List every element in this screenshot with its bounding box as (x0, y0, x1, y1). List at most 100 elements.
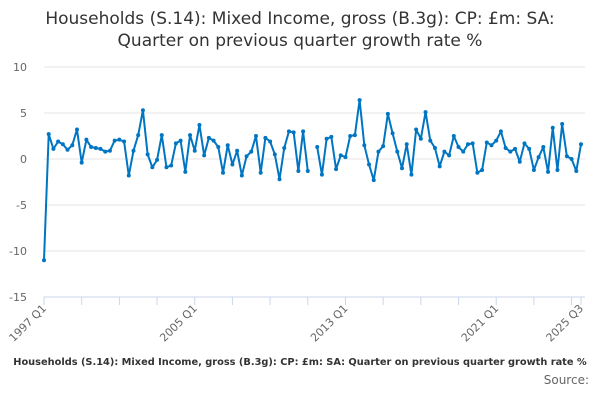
data-point (400, 166, 404, 171)
data-point (451, 134, 456, 138)
data-point (560, 122, 565, 127)
data-point (376, 149, 381, 154)
data-point (390, 131, 395, 136)
data-point (385, 111, 390, 116)
x-tick-label: 1997 Q1 (7, 302, 50, 345)
data-point (103, 149, 108, 154)
data-point (131, 148, 136, 153)
data-point (371, 178, 376, 183)
data-point (140, 108, 145, 113)
series-line-segment (316, 99, 582, 182)
data-point (465, 142, 470, 147)
data-point (112, 138, 117, 143)
data-point (197, 122, 202, 127)
data-point (253, 134, 258, 138)
data-point (531, 168, 536, 173)
data-point (244, 154, 249, 159)
data-point (235, 148, 240, 153)
data-point (150, 165, 155, 170)
series-line-segment (43, 109, 309, 261)
data-point (263, 135, 268, 140)
data-point (282, 145, 287, 150)
data-point (56, 139, 61, 144)
data-point (546, 169, 551, 174)
data-point (423, 110, 428, 115)
data-point (564, 154, 569, 159)
data-point (550, 125, 555, 130)
data-point (164, 165, 169, 170)
data-point (579, 142, 583, 147)
data-point (319, 172, 324, 177)
data-point (315, 145, 320, 150)
data-point (79, 160, 84, 165)
data-point (357, 98, 362, 103)
data-point (277, 177, 282, 182)
x-tick-label: 2005 Q1 (157, 302, 200, 345)
data-point (51, 146, 56, 151)
data-point (159, 133, 164, 138)
data-point (517, 159, 522, 164)
data-point (301, 129, 306, 134)
x-tick-label: 2021 Q1 (459, 302, 502, 345)
data-point (381, 144, 386, 149)
x-tick-label: 2013 Q1 (308, 302, 351, 345)
data-point (126, 173, 131, 178)
data-point (395, 149, 400, 154)
x-tick-label: 2025 Q3 (544, 302, 587, 345)
data-point (216, 145, 221, 150)
data-point (555, 168, 560, 173)
data-point (169, 163, 174, 168)
data-point (239, 173, 244, 178)
data-point (527, 146, 532, 151)
data-point (334, 167, 339, 172)
data-point (84, 137, 89, 142)
data-point (404, 142, 409, 147)
data-point (362, 143, 367, 148)
data-point (414, 127, 419, 132)
data-point (470, 141, 475, 146)
data-point (338, 153, 343, 158)
data-point (230, 162, 235, 167)
y-tick-label: 5 (20, 107, 27, 120)
chart-title-line-1: Households (S.14): Mixed Income, gross (… (45, 9, 555, 29)
data-point (442, 149, 447, 154)
data-point (513, 146, 518, 151)
data-point (89, 145, 94, 150)
data-point (202, 153, 207, 158)
data-point (291, 130, 296, 135)
data-point (70, 143, 75, 148)
data-point (93, 145, 98, 150)
source-label: Source: (543, 373, 589, 387)
data-point (145, 152, 150, 157)
data-point (74, 127, 79, 132)
data-point (348, 134, 353, 138)
series-line (42, 98, 583, 263)
data-point (329, 134, 334, 139)
data-point (272, 152, 277, 157)
y-tick-label: -15 (9, 291, 27, 304)
data-point (211, 138, 216, 143)
data-point (122, 139, 127, 144)
data-point (503, 145, 508, 150)
data-point (136, 133, 141, 138)
data-point (178, 138, 183, 143)
data-point (192, 148, 197, 153)
data-point (221, 170, 225, 175)
gridlines (44, 66, 585, 252)
data-point (286, 129, 291, 134)
data-point (480, 168, 485, 173)
data-point (206, 135, 211, 140)
data-point (432, 145, 437, 150)
data-point (296, 168, 301, 173)
y-tick-label: -5 (16, 199, 27, 212)
x-axis: 1997 Q1 2005 Q1 2013 Q1 2021 Q1 2025 Q3 (7, 296, 587, 345)
data-point (494, 138, 499, 143)
data-point (117, 137, 122, 142)
y-tick-label: 0 (20, 153, 27, 166)
chart-title-line-2: Quarter on previous quarter growth rate … (117, 31, 483, 51)
data-point (46, 132, 51, 137)
data-point (42, 258, 46, 263)
data-point (428, 138, 433, 143)
data-point (489, 143, 494, 148)
